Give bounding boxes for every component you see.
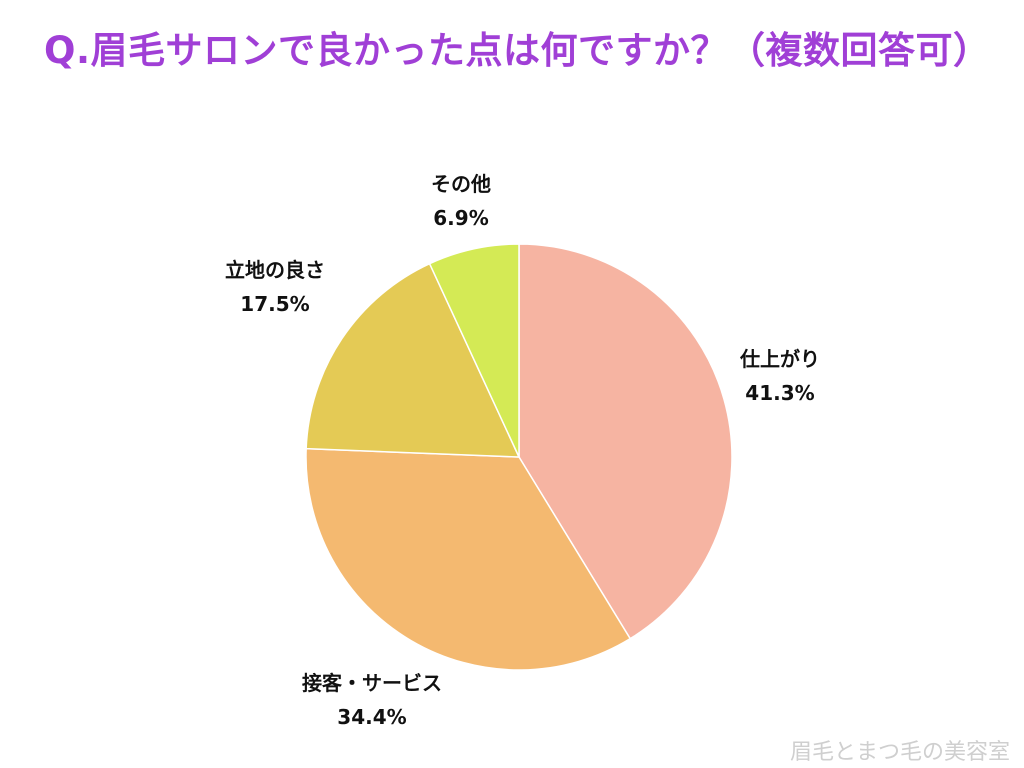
slice-value-label: 34.4% (337, 705, 406, 729)
slice-label: 仕上がり (739, 347, 820, 371)
pie-slice (305, 262, 521, 458)
pie-labels: 仕上がり 41.3% 接客・サービス 34.4% 立地の良さ 17.5% その他 6.9% (225, 172, 820, 729)
pie-slices (305, 243, 733, 671)
pie-slice (428, 243, 520, 458)
pie-slice (305, 447, 632, 671)
watermark: 眉毛とまつ毛の美容室 (789, 740, 1010, 765)
slice-value-label: 6.9% (433, 206, 488, 230)
slice-value-label: 17.5% (240, 292, 309, 316)
slice-label: 接客・サービス (302, 671, 442, 695)
slice-label: その他 (431, 172, 491, 196)
slice-value-label: 41.3% (745, 381, 814, 405)
slice-label: 立地の良さ (225, 258, 325, 282)
chart-title: Q.眉毛サロンで良かった点は何ですか？（複数回答可） (44, 29, 991, 72)
pie-slice (518, 243, 733, 640)
